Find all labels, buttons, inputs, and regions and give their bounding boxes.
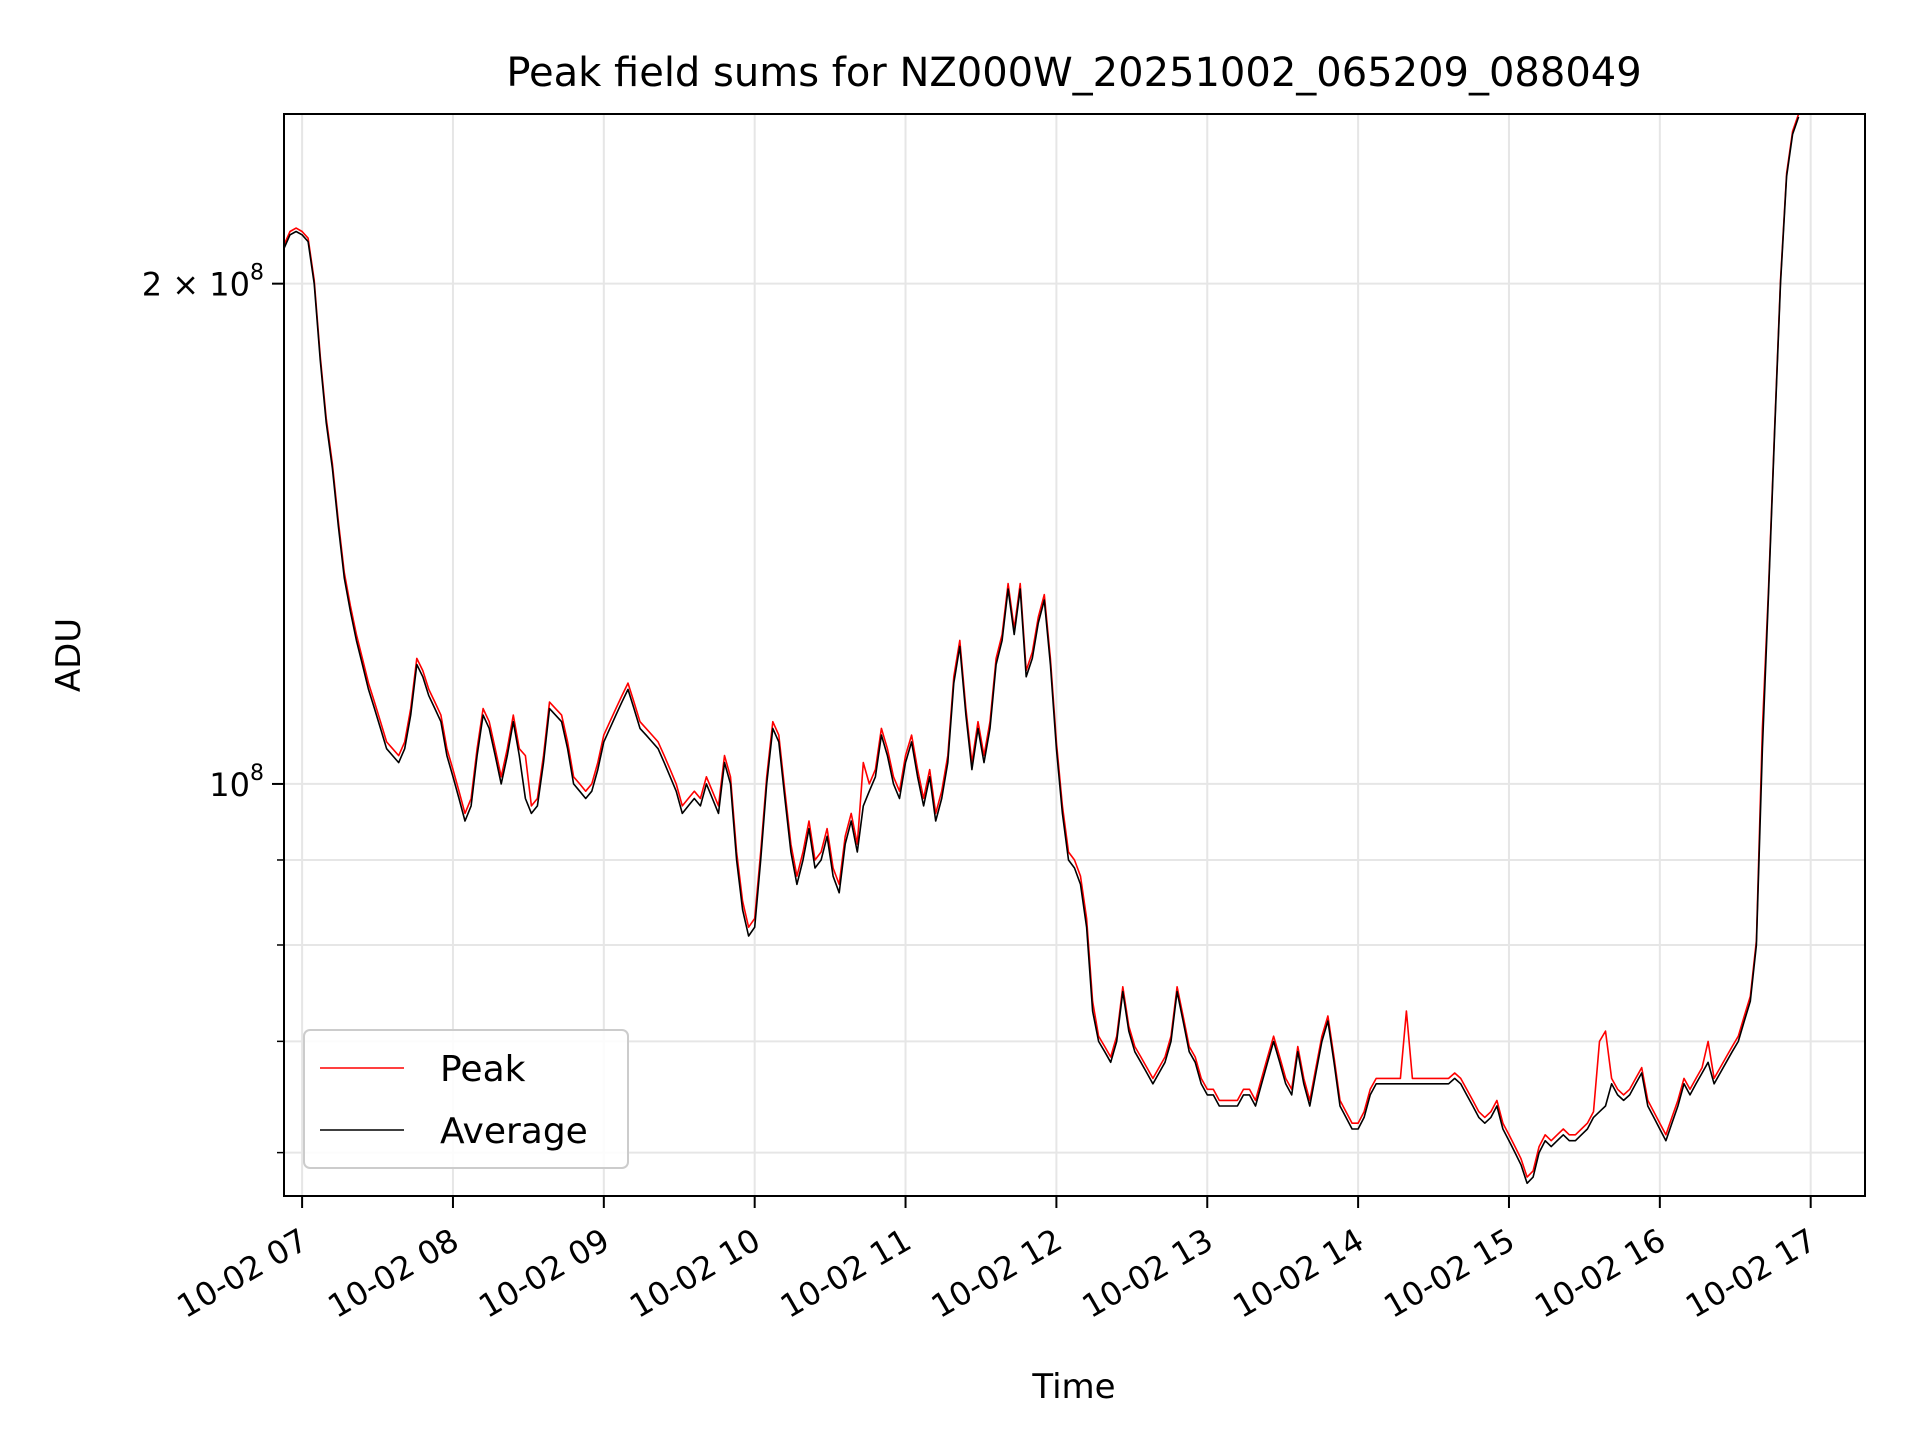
y-tick-label: 108 bbox=[209, 761, 264, 804]
chart-title: Peak field sums for NZ000W_20251002_0652… bbox=[506, 50, 1641, 96]
series-line-peak bbox=[283, 113, 1800, 1178]
x-axis-label: Time bbox=[1031, 1367, 1115, 1407]
y-tick-coef: 2 × bbox=[142, 266, 210, 304]
legend-box bbox=[303, 1029, 629, 1169]
plot-area-frame bbox=[283, 113, 1866, 1197]
y-axis-label: ADU bbox=[49, 618, 89, 692]
legend: Peak Average bbox=[303, 1029, 629, 1169]
y-tick-label: 2 × 108 bbox=[142, 261, 264, 304]
y-tick-exponent: 8 bbox=[250, 761, 264, 786]
series-layer bbox=[283, 113, 1800, 1185]
y-tick-base: 10 bbox=[209, 266, 250, 304]
y-tick-base: 10 bbox=[209, 766, 250, 804]
legend-label-peak: Peak bbox=[440, 1049, 526, 1090]
legend-label-average: Average bbox=[440, 1111, 588, 1152]
series-line-average bbox=[283, 116, 1800, 1185]
y-tick-exponent: 8 bbox=[250, 261, 264, 286]
